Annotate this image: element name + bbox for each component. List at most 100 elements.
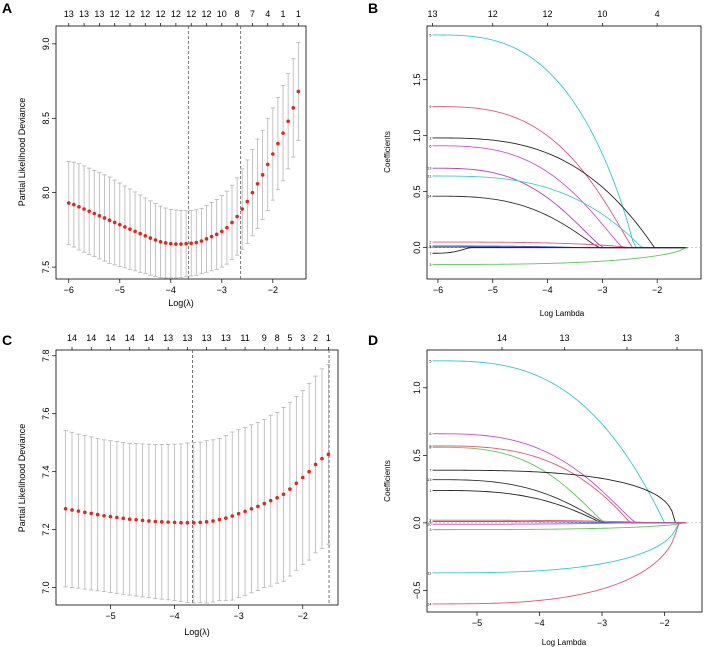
panel-a-point bbox=[148, 236, 153, 240]
panel-c-top-label: 14 bbox=[125, 333, 135, 343]
panel-c-point bbox=[230, 514, 235, 518]
panel-a-point bbox=[235, 214, 239, 219]
panel-a-top-label: 12 bbox=[140, 9, 150, 19]
panel-a-point bbox=[225, 225, 229, 230]
panel-a-point bbox=[250, 190, 255, 195]
panel-d-path-11 bbox=[432, 522, 687, 574]
panel-d-ytick-label: −0.5 bbox=[412, 582, 422, 600]
panel-a-top-label: 13 bbox=[94, 9, 104, 19]
panel-a-top-label: 13 bbox=[79, 9, 89, 19]
panel-b-ytick-label: 0.5 bbox=[412, 185, 422, 198]
panel-c-point bbox=[70, 508, 74, 512]
panel-c-top-label: 1 bbox=[326, 333, 331, 343]
panel-a-plot-box bbox=[55, 25, 307, 280]
panel-b-top-label: 12 bbox=[543, 9, 553, 19]
panel-b-path-label-5: 5 bbox=[429, 32, 432, 37]
panel-d-path-3 bbox=[432, 522, 687, 531]
panel-a-point bbox=[255, 181, 260, 186]
panel-a-point bbox=[168, 241, 173, 246]
panel-c-top-label: 8 bbox=[275, 333, 280, 343]
panel-b-top-label: 4 bbox=[655, 9, 660, 19]
panel-c-point bbox=[236, 511, 241, 516]
panel-a-point bbox=[265, 162, 270, 167]
panel-c-point bbox=[313, 462, 318, 467]
panel-d-top-label: 3 bbox=[674, 333, 679, 343]
panel-b-ylabel: Coefficients bbox=[383, 131, 392, 173]
panel-b-path-9 bbox=[432, 106, 688, 249]
panel-a-top-label: 12 bbox=[125, 9, 135, 19]
panel-a-top-label: 12 bbox=[156, 9, 166, 19]
panel-c-top-label: 2 bbox=[313, 333, 318, 343]
panel-d-path-label-4: 4 bbox=[429, 519, 432, 524]
panel-d-xtick-label: −5 bbox=[472, 618, 482, 628]
panel-c-top-label: 14 bbox=[86, 333, 96, 343]
panel-c-point bbox=[108, 514, 113, 519]
panel-c: C Log(λ) Partial Likelihood Deviance −5 −… bbox=[2, 332, 339, 637]
panel-c-top-label: 14 bbox=[144, 333, 154, 343]
panel-a-ytick-label: 7.5 bbox=[41, 261, 51, 274]
panel-c-xtick-label: −4 bbox=[169, 611, 179, 621]
panel-d-top-label: 14 bbox=[497, 333, 507, 343]
panel-d-path-label-13: 13 bbox=[427, 477, 432, 482]
panel-c-point bbox=[326, 452, 331, 457]
panel-c-ytick-label: 7.8 bbox=[41, 350, 51, 363]
panel-a-point bbox=[179, 242, 183, 246]
panel-c-point bbox=[307, 469, 311, 474]
panel-b-path-label-14: 14 bbox=[427, 194, 432, 199]
panel-d-path-7 bbox=[432, 469, 687, 524]
panel-d-path-13 bbox=[432, 479, 687, 524]
panel-c-point bbox=[140, 518, 145, 523]
panel-b-xtick-label: −4 bbox=[542, 285, 552, 295]
panel-a-point bbox=[82, 207, 86, 211]
panel-a-point bbox=[281, 131, 285, 135]
panel-a-point bbox=[199, 239, 204, 243]
panel-a-top-label: 4 bbox=[265, 9, 270, 19]
panel-a: A Log(λ) Partial Likelihood Deviance −6 −… bbox=[2, 0, 307, 308]
panel-a-point bbox=[107, 218, 112, 223]
panel-c-point bbox=[63, 506, 68, 511]
panel-a-point bbox=[174, 242, 178, 246]
panel-a-point bbox=[128, 227, 132, 231]
panel-c-point bbox=[275, 495, 279, 500]
panel-a-point bbox=[230, 220, 234, 225]
panel-a-ytick-label: 8.5 bbox=[41, 112, 51, 125]
panel-d-path-label-1: 1 bbox=[429, 488, 432, 493]
panel-c-xlabel: Log(λ) bbox=[184, 627, 210, 637]
panel-c-point bbox=[300, 475, 305, 480]
panel-c-point bbox=[256, 504, 260, 509]
panel-b-path-label-8: 8 bbox=[429, 243, 432, 248]
panel-c-point bbox=[95, 512, 100, 517]
panel-a-xtick-label: −4 bbox=[166, 285, 176, 295]
panel-a-point bbox=[143, 234, 148, 238]
panel-d-xlabel: Log Lambda bbox=[542, 638, 587, 647]
panel-c-point bbox=[166, 520, 170, 524]
panel-c-top-label: 13 bbox=[202, 333, 212, 343]
panel-d-letter: D bbox=[368, 332, 378, 348]
panel-a-top-label: 1 bbox=[281, 9, 286, 19]
panel-a-xtick-label: −3 bbox=[217, 285, 227, 295]
panel-c-ytick-label: 7.2 bbox=[41, 523, 51, 536]
panel-c-point bbox=[211, 519, 215, 523]
panel-d-path-label-8: 8 bbox=[429, 445, 432, 450]
panel-a-top-label: 10 bbox=[217, 9, 227, 19]
panel-b-path-label-7: 7 bbox=[429, 251, 432, 256]
panel-b-ytick-label: 1.5 bbox=[412, 73, 422, 86]
panel-a-point bbox=[276, 141, 280, 146]
panel-d-path-14 bbox=[432, 522, 687, 605]
panel-b-xtick-label: −5 bbox=[488, 285, 498, 295]
panel-b-path-label-6: 6 bbox=[429, 143, 432, 148]
panel-c-point bbox=[121, 516, 126, 521]
panel-a-point bbox=[163, 241, 168, 245]
panel-c-point bbox=[191, 520, 196, 525]
panel-c-top-label: 3 bbox=[300, 333, 305, 343]
panel-c-ytick-label: 7.6 bbox=[41, 407, 51, 420]
panel-c-top-label: 9 bbox=[262, 333, 267, 343]
panel-a-top-label: 7 bbox=[250, 9, 255, 19]
panel-d-ytick-label: 0.0 bbox=[412, 517, 422, 530]
panel-d: D Log Lambda Coefficients −5 −4 −3 −2 −0.5 0.… bbox=[368, 332, 703, 647]
panel-c-point bbox=[198, 520, 203, 525]
panel-d-top-label: 13 bbox=[622, 333, 632, 343]
panel-c-point bbox=[204, 520, 209, 524]
panel-a-point bbox=[260, 173, 265, 177]
panel-c-point bbox=[147, 519, 151, 523]
